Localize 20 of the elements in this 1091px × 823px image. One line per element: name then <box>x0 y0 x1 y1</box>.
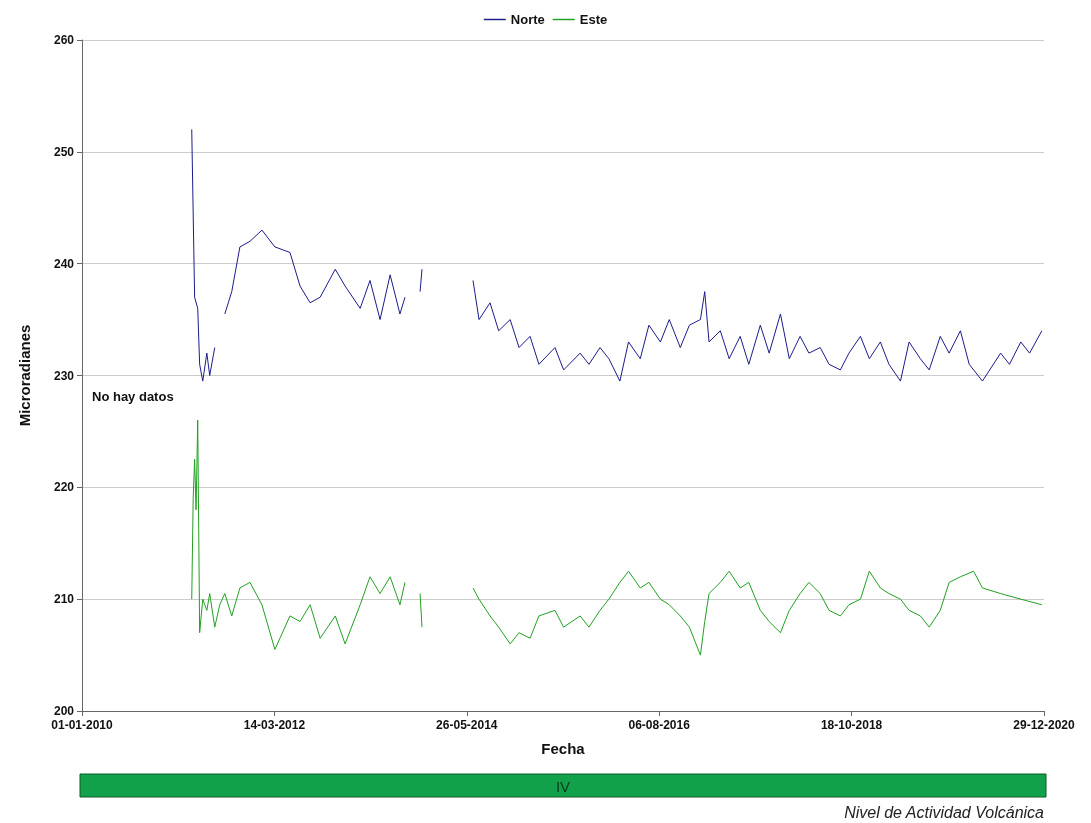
y-tick-label: 240 <box>53 256 75 271</box>
x-axis-title: Fecha <box>541 740 586 757</box>
y-tick-label: 230 <box>53 368 75 383</box>
y-axis-title: Microradianes <box>16 324 33 427</box>
x-tick-label: 14-03-2012 <box>243 718 306 732</box>
legend-label: Norte <box>510 12 545 27</box>
legend-label: Este <box>579 12 608 27</box>
x-tick-label: 18-10-2018 <box>820 718 883 732</box>
text: IV <box>555 777 571 795</box>
x-tick-label: 26-05-2014 <box>436 718 498 732</box>
x-tick-label: 01-01-2010 <box>51 718 114 732</box>
y-tick-label: 260 <box>53 33 75 47</box>
y-tick-label: 210 <box>53 592 75 607</box>
x-tick-label: 06-08-2016 <box>628 718 691 732</box>
y-tick-label: 220 <box>53 480 75 495</box>
text: Nivel de Actividad Volcánica <box>844 803 1045 821</box>
y-tick-label: 200 <box>53 704 75 718</box>
x-tick-label: 29-12-2020 <box>1013 718 1076 732</box>
annotation: No hay datos <box>92 389 174 404</box>
y-tick-label: 250 <box>53 144 75 159</box>
